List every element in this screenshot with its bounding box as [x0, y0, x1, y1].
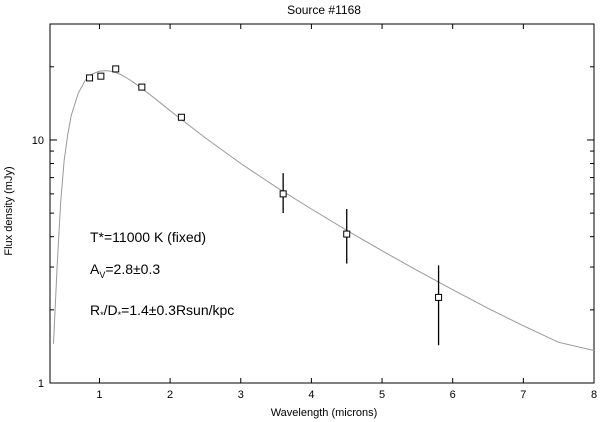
- data-points: [86, 65, 443, 346]
- x-axis-ticks: 1 2 3 4 5 6 7 8: [96, 24, 597, 401]
- x-tick-label: 5: [379, 389, 385, 401]
- extinction-subscript: V: [99, 270, 105, 280]
- x-tick-label: 8: [591, 389, 597, 401]
- radius-subscript: *: [100, 310, 104, 320]
- x-tick-label: 6: [450, 389, 456, 401]
- y-tick-label: 1: [38, 378, 44, 390]
- x-axis-label: Wavelength (microns): [271, 407, 378, 419]
- data-point-marker: [177, 113, 185, 121]
- data-point-marker: [97, 72, 105, 80]
- y-axis-label: Flux density (mJy): [3, 166, 15, 255]
- data-point-marker: [112, 65, 120, 73]
- x-tick-label: 1: [96, 389, 102, 401]
- ratio-value: =1.4±0.3Rsun/kpc: [121, 302, 234, 318]
- chart-title: Source #1168: [287, 3, 361, 17]
- extinction-value: =2.8±0.3: [105, 261, 160, 277]
- extinction-symbol: A: [90, 261, 100, 277]
- data-point-marker: [435, 293, 443, 301]
- radius-distance-annotation: R*/D*=1.4±0.3Rsun/kpc: [90, 302, 234, 320]
- y-axis-ticks: 1 10: [32, 23, 594, 390]
- y-tick-label: 10: [32, 135, 44, 147]
- distance-subscript: *: [118, 310, 122, 320]
- data-point-marker: [343, 230, 351, 238]
- data-point-marker: [279, 190, 287, 198]
- x-tick-label: 3: [238, 389, 244, 401]
- x-tick-label: 7: [520, 389, 526, 401]
- data-point-marker: [86, 74, 94, 82]
- x-tick-label: 4: [308, 389, 314, 401]
- temperature-annotation: T*=11000 K (fixed): [90, 229, 206, 245]
- x-tick-label: 2: [167, 389, 173, 401]
- distance-symbol: /D: [104, 302, 118, 318]
- extinction-annotation: AV=2.8±0.3: [90, 261, 160, 280]
- plot-frame: [49, 23, 595, 384]
- radius-symbol: R: [90, 302, 100, 318]
- data-point-marker: [138, 83, 146, 91]
